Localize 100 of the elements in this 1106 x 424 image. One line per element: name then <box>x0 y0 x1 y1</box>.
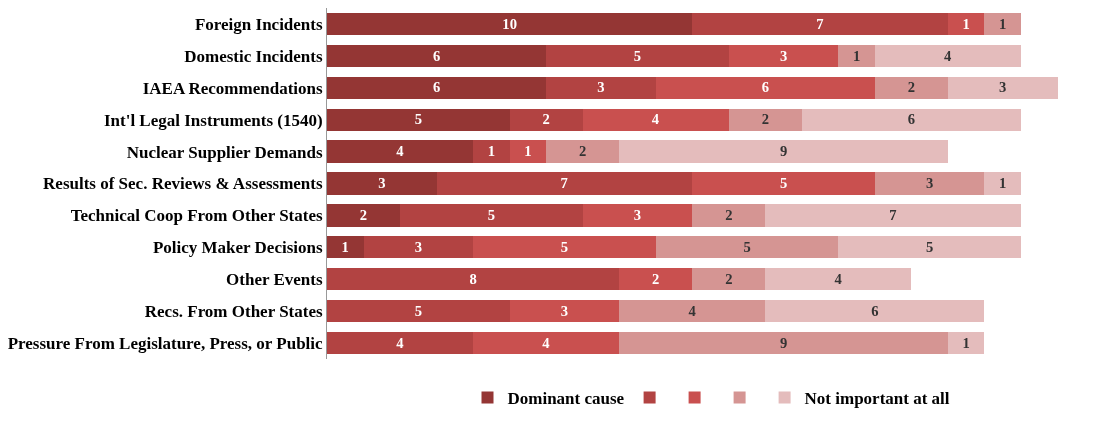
data-label: 5 <box>414 302 422 319</box>
data-label: 9 <box>779 334 788 351</box>
data-label: 2 <box>652 270 660 287</box>
bar <box>436 172 693 195</box>
data-label: 3 <box>779 47 788 64</box>
bar <box>509 140 547 163</box>
bar <box>838 236 1022 259</box>
bar <box>546 140 620 163</box>
data-label: 2 <box>579 143 587 160</box>
data-label: 9 <box>779 143 788 160</box>
data-label: 1 <box>852 47 861 64</box>
bar <box>327 268 620 291</box>
bar <box>765 268 912 291</box>
bar <box>546 44 729 68</box>
y-tick-label: Technical Coop From Other States <box>70 206 323 226</box>
bar <box>619 140 948 163</box>
data-label: 2 <box>542 111 550 128</box>
data-label: 1 <box>962 15 970 32</box>
data-label: 3 <box>378 175 386 192</box>
bar <box>692 204 766 227</box>
data-label: 3 <box>999 79 1007 96</box>
data-label: 5 <box>633 47 642 64</box>
data-label: 5 <box>414 111 422 128</box>
bar <box>327 172 437 195</box>
bar <box>473 140 510 163</box>
bar <box>838 44 875 68</box>
bar <box>473 331 620 355</box>
bar <box>692 12 948 36</box>
data-label: 3 <box>414 239 422 256</box>
data-label: 1 <box>341 239 349 256</box>
y-tick-label: IAEA Recommendations <box>142 78 323 98</box>
y-tick-label: Foreign Incidents <box>194 14 323 34</box>
data-label: 1 <box>999 175 1007 192</box>
bar <box>582 108 729 131</box>
bar <box>327 236 364 259</box>
bar <box>947 76 1058 99</box>
data-label: 3 <box>597 79 605 96</box>
data-label: 2 <box>761 111 769 128</box>
data-label: 7 <box>816 15 824 32</box>
bar <box>692 268 766 291</box>
bar <box>582 204 693 227</box>
data-label: 2 <box>359 207 368 224</box>
data-label: 3 <box>926 175 934 192</box>
data-label: 4 <box>396 143 405 160</box>
data-label: 6 <box>761 79 769 96</box>
bar <box>728 108 802 131</box>
data-label: 5 <box>926 239 934 256</box>
data-label: 4 <box>651 111 660 128</box>
data-label: 8 <box>469 270 477 287</box>
data-label: 3 <box>560 302 569 319</box>
data-label: 10 <box>502 15 517 32</box>
bar <box>874 44 1022 68</box>
data-label: 5 <box>743 239 751 256</box>
bar <box>619 331 948 355</box>
data-label: 1 <box>524 143 532 160</box>
bar <box>327 76 547 99</box>
data-label: 4 <box>834 270 843 287</box>
data-label: 3 <box>633 207 642 224</box>
bar <box>327 108 510 131</box>
y-tick-label: Results of Sec. Reviews & Assessments <box>43 174 323 194</box>
data-label: 2 <box>725 207 733 224</box>
bar <box>327 44 547 68</box>
y-tick-label: Nuclear Supplier Demands <box>126 142 323 162</box>
bar <box>984 172 1022 195</box>
legend-label: Not important at all <box>804 389 950 409</box>
data-label: 6 <box>907 111 916 128</box>
bar <box>327 299 510 323</box>
data-label: 1 <box>999 15 1007 32</box>
bar <box>947 12 985 36</box>
data-label: 5 <box>779 175 788 192</box>
y-tick-label: Int'l Legal Instruments (1540) <box>103 110 323 130</box>
bar <box>363 236 474 259</box>
bar <box>655 236 839 259</box>
bar <box>509 108 583 131</box>
bar <box>509 299 620 323</box>
bar <box>692 172 875 195</box>
y-tick-label: Policy Maker Decisions <box>152 238 323 258</box>
legend-label: Dominant cause <box>507 389 625 409</box>
data-label: 1 <box>487 143 496 160</box>
data-label: 4 <box>944 47 953 64</box>
data-label: 7 <box>889 207 897 224</box>
bar <box>874 76 948 99</box>
bar <box>765 204 1022 227</box>
data-label: 2 <box>725 270 733 287</box>
bar <box>984 12 1022 36</box>
data-label: 4 <box>542 334 551 351</box>
bar <box>801 108 1022 131</box>
bar <box>327 204 401 227</box>
data-label: 5 <box>487 207 496 224</box>
data-label: 6 <box>432 47 441 64</box>
data-label: 4 <box>688 302 697 319</box>
data-label: 6 <box>871 302 879 319</box>
y-tick-label: Recs. From Other States <box>144 302 323 322</box>
y-tick-label: Pressure From Legislature, Press, or Public <box>7 334 324 353</box>
data-label: 4 <box>396 334 405 351</box>
y-tick-label: Domestic Incidents <box>184 46 323 66</box>
bar <box>327 12 693 36</box>
data-label: 2 <box>907 79 916 96</box>
bar <box>947 331 985 355</box>
data-label: 7 <box>560 175 568 192</box>
